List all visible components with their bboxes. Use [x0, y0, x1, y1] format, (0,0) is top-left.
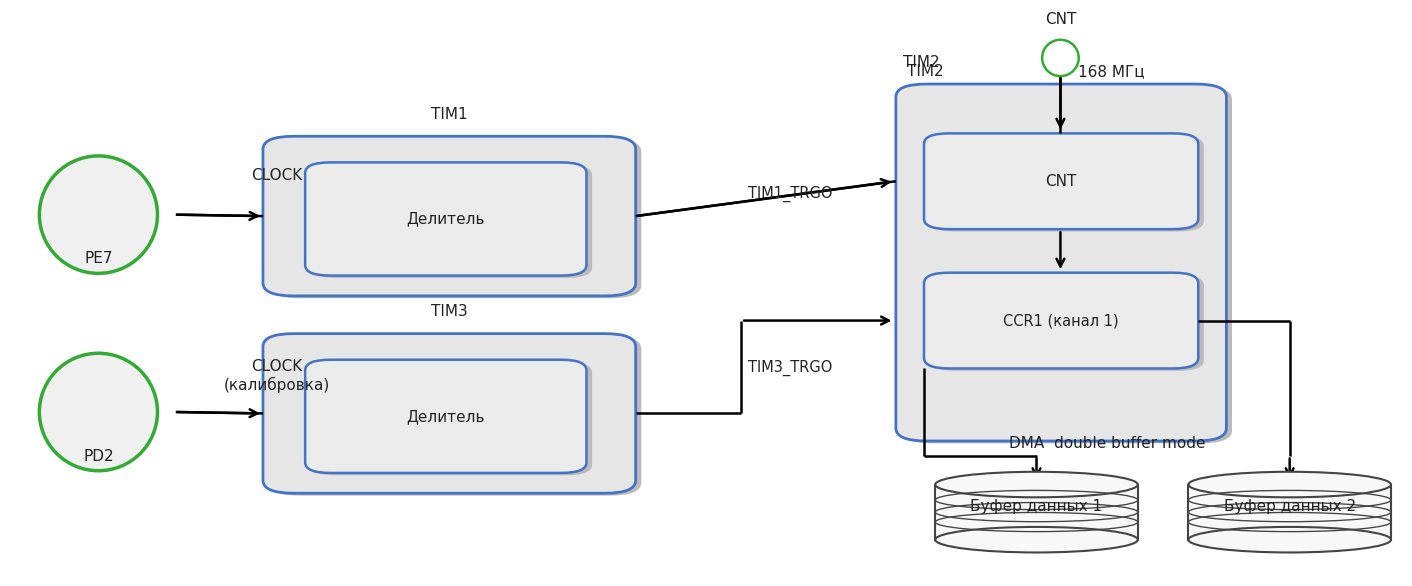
Text: DMA  double buffer mode: DMA double buffer mode [1008, 437, 1204, 451]
Text: PD2: PD2 [83, 448, 114, 464]
FancyBboxPatch shape [268, 139, 641, 298]
Bar [1189, 485, 1391, 540]
Text: 168 МГц: 168 МГц [1077, 64, 1144, 79]
FancyBboxPatch shape [311, 362, 592, 475]
Text: TIM3_TRGO: TIM3_TRGO [748, 359, 833, 376]
FancyBboxPatch shape [929, 275, 1204, 371]
FancyBboxPatch shape [311, 165, 592, 278]
Text: TIM3: TIM3 [431, 304, 467, 319]
Text: TIM2: TIM2 [907, 64, 943, 79]
Text: Делитель: Делитель [407, 409, 486, 424]
FancyBboxPatch shape [305, 162, 586, 275]
FancyBboxPatch shape [305, 360, 586, 473]
Text: TIM2: TIM2 [902, 54, 939, 70]
Text: CLOCK: CLOCK [251, 359, 302, 374]
Text: CLOCK: CLOCK [251, 168, 302, 183]
FancyBboxPatch shape [923, 134, 1199, 229]
Text: (калибровка): (калибровка) [225, 377, 330, 393]
FancyBboxPatch shape [263, 137, 635, 296]
Text: PE7: PE7 [85, 251, 113, 266]
FancyBboxPatch shape [263, 333, 635, 493]
Ellipse shape [935, 472, 1138, 498]
Text: CCR1 (канал 1): CCR1 (канал 1) [1004, 313, 1118, 328]
FancyBboxPatch shape [268, 336, 641, 496]
Text: TIM1_TRGO: TIM1_TRGO [748, 185, 833, 202]
Text: CNT: CNT [1045, 12, 1076, 27]
Ellipse shape [1042, 40, 1079, 76]
Ellipse shape [935, 527, 1138, 553]
Text: TIM1: TIM1 [431, 107, 467, 122]
Ellipse shape [40, 353, 158, 471]
FancyBboxPatch shape [923, 272, 1199, 369]
Ellipse shape [40, 156, 158, 274]
Text: CNT: CNT [1045, 174, 1077, 189]
Ellipse shape [1189, 472, 1391, 498]
FancyBboxPatch shape [901, 86, 1233, 444]
Text: Буфер данных 1: Буфер данных 1 [970, 499, 1103, 514]
Ellipse shape [1189, 527, 1391, 553]
Text: Делитель: Делитель [407, 212, 486, 227]
FancyBboxPatch shape [929, 136, 1204, 231]
Text: Буфер данных 2: Буфер данных 2 [1224, 499, 1356, 514]
Bar [935, 485, 1138, 540]
FancyBboxPatch shape [895, 84, 1227, 441]
